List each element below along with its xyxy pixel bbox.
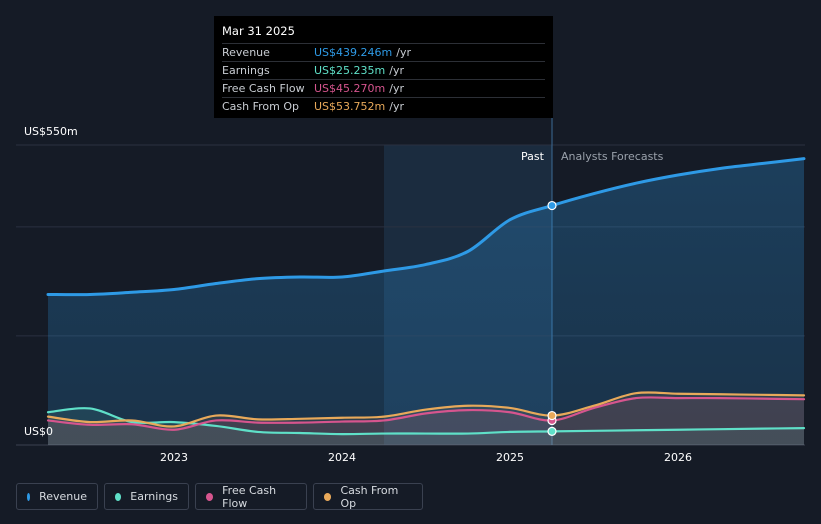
tooltip-date: Mar 31 2025 bbox=[222, 24, 545, 44]
cash-from-op-marker bbox=[547, 410, 557, 421]
tooltip-value: US$45.270m bbox=[314, 82, 386, 95]
earnings-line bbox=[46, 407, 806, 436]
legend-item-earnings[interactable]: Earnings bbox=[104, 483, 189, 510]
x-tick-label: 2023 bbox=[160, 451, 188, 464]
legend-item-cash-from-op[interactable]: Cash From Op bbox=[313, 483, 423, 510]
forecast-label: Analysts Forecasts bbox=[561, 150, 664, 163]
tooltip-unit: /yr bbox=[396, 46, 411, 59]
tooltip-value: US$25.235m bbox=[314, 64, 386, 77]
cash-from-op-line bbox=[46, 391, 806, 428]
tooltip-label: Free Cash Flow bbox=[222, 82, 305, 95]
earnings-area bbox=[48, 408, 804, 445]
y-axis-bottom-label: US$0 bbox=[24, 425, 54, 438]
x-tick-label: 2026 bbox=[664, 451, 692, 464]
free-cash-flow-dot-icon bbox=[206, 492, 214, 501]
free-cash-flow-area bbox=[48, 397, 804, 445]
data-tooltip: Mar 31 2025 Revenue US$439.246m /yr Earn… bbox=[214, 16, 553, 118]
legend-label: Free Cash Flow bbox=[222, 483, 277, 510]
cash-from-op-dot-icon bbox=[324, 492, 332, 501]
legend-item-revenue[interactable]: Revenue bbox=[16, 483, 98, 510]
legend-label: Cash From Op bbox=[340, 483, 399, 510]
tooltip-unit: /yr bbox=[389, 64, 404, 77]
free-cash-flow-line bbox=[46, 396, 806, 431]
tooltip-label: Cash From Op bbox=[222, 100, 300, 113]
tooltip-label: Earnings bbox=[222, 64, 270, 77]
chart-legend: Revenue Earnings Free Cash Flow Cash Fro… bbox=[16, 483, 423, 512]
revenue-marker bbox=[547, 200, 557, 211]
tooltip-row-revenue: Revenue US$439.246m /yr bbox=[222, 44, 545, 62]
revenue-line bbox=[46, 157, 806, 297]
tooltip-row-free-cash-flow: Free Cash Flow US$45.270m /yr bbox=[222, 80, 545, 98]
revenue-dot-icon bbox=[27, 492, 31, 501]
legend-label: Revenue bbox=[39, 490, 87, 503]
x-tick-label: 2024 bbox=[328, 451, 356, 464]
tooltip-value: US$439.246m bbox=[314, 46, 393, 59]
y-axis-top-label: US$550m bbox=[24, 125, 78, 138]
cash-from-op-area bbox=[48, 392, 804, 445]
tooltip-value: US$53.752m bbox=[314, 100, 386, 113]
legend-label: Earnings bbox=[130, 490, 178, 503]
tooltip-unit: /yr bbox=[389, 82, 404, 95]
earnings-dot-icon bbox=[115, 492, 122, 501]
tooltip-unit: /yr bbox=[389, 100, 404, 113]
earnings-marker bbox=[547, 426, 557, 436]
tooltip-label: Revenue bbox=[222, 46, 270, 59]
x-tick-label: 2025 bbox=[496, 451, 524, 464]
tooltip-row-cash-from-op: Cash From Op US$53.752m /yr bbox=[222, 98, 545, 115]
revenue-area bbox=[48, 158, 804, 446]
tooltip-row-earnings: Earnings US$25.235m /yr bbox=[222, 62, 545, 80]
legend-item-free-cash-flow[interactable]: Free Cash Flow bbox=[195, 483, 307, 510]
past-label: Past bbox=[521, 150, 544, 163]
